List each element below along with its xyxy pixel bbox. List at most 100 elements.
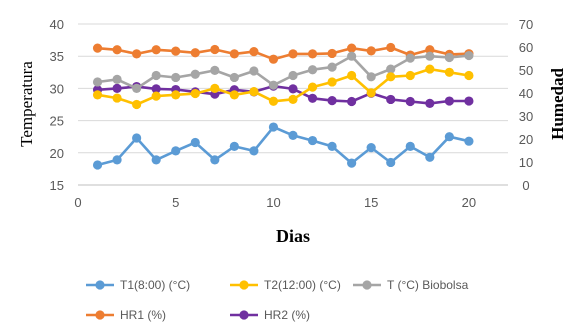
legend-swatch-marker xyxy=(239,310,249,320)
data-point xyxy=(464,50,474,61)
data-point xyxy=(405,141,415,151)
data-point xyxy=(386,64,396,74)
y-right-tick-label: 40 xyxy=(519,86,533,101)
data-point xyxy=(210,83,220,93)
data-point xyxy=(444,67,454,77)
data-point xyxy=(405,70,415,81)
data-point xyxy=(307,49,318,59)
data-point xyxy=(425,51,435,61)
data-point xyxy=(347,43,357,53)
data-point xyxy=(229,72,239,83)
data-point xyxy=(190,88,200,99)
data-point xyxy=(151,45,161,55)
data-point xyxy=(190,137,200,148)
data-point xyxy=(464,70,474,81)
data-point xyxy=(366,88,376,98)
data-point xyxy=(210,155,220,165)
data-point xyxy=(112,74,122,84)
x-tick-label: 10 xyxy=(266,195,280,210)
data-point xyxy=(347,158,357,168)
data-point xyxy=(151,155,161,165)
y-right-tick-label: 30 xyxy=(519,109,533,124)
legend-swatch-marker xyxy=(95,310,105,320)
y-right-tick-label: 50 xyxy=(519,63,533,78)
data-point xyxy=(307,135,318,146)
x-tick-label: 5 xyxy=(172,195,179,210)
data-point xyxy=(405,96,415,107)
data-point xyxy=(444,132,454,142)
y-right-tick-label: 70 xyxy=(519,17,533,32)
data-point xyxy=(151,91,161,101)
data-point xyxy=(386,94,396,105)
data-point xyxy=(347,51,357,61)
data-point xyxy=(327,48,337,59)
data-point xyxy=(92,77,103,87)
data-point xyxy=(347,96,357,107)
tick-labels: 15 20 25 30 35 40 0 10 20 30 40 50 60 70 0 5 10 15 20 xyxy=(50,17,534,210)
y-left-tick-label: 15 xyxy=(50,178,64,193)
data-point xyxy=(288,84,298,94)
x-axis-title: Dias xyxy=(276,226,310,246)
data-point xyxy=(464,136,474,146)
data-point xyxy=(132,49,142,59)
legend: T1(8:00) (°C) T2(12:00) (°C) T (°C) Biobol… xyxy=(86,278,469,322)
data-point xyxy=(425,64,435,74)
data-point xyxy=(151,84,161,94)
data-point xyxy=(366,72,376,82)
y-left-tick-label: 40 xyxy=(50,17,64,32)
data-point xyxy=(288,94,298,104)
data-point xyxy=(268,96,279,106)
legend-swatch-marker xyxy=(95,280,105,290)
data-point xyxy=(171,46,181,56)
data-point xyxy=(425,152,435,162)
data-point xyxy=(386,42,396,53)
legend-swatch-marker xyxy=(362,280,372,290)
data-point xyxy=(132,133,142,143)
data-point xyxy=(425,98,435,108)
y-left-tick-label: 20 xyxy=(50,146,64,161)
legend-label: T (°C) Biobolsa xyxy=(387,278,469,292)
data-point xyxy=(92,43,103,53)
data-point xyxy=(210,44,220,55)
data-point xyxy=(171,90,181,100)
data-point xyxy=(307,65,318,75)
data-point xyxy=(92,90,103,100)
data-point xyxy=(249,47,259,57)
data-point xyxy=(327,77,337,87)
data-point xyxy=(444,96,454,106)
data-point xyxy=(92,160,103,170)
data-point xyxy=(405,53,415,63)
legend-label: HR2 (%) xyxy=(264,308,310,322)
series xyxy=(92,42,474,170)
y-axis-left-title: Temperatura xyxy=(17,61,36,147)
data-point xyxy=(249,87,259,97)
data-point xyxy=(366,46,376,56)
data-point xyxy=(249,66,259,76)
data-point xyxy=(268,54,279,64)
data-point xyxy=(425,45,435,55)
data-point xyxy=(171,72,181,83)
data-point xyxy=(327,141,337,151)
data-point xyxy=(444,52,454,63)
data-point xyxy=(307,82,318,92)
data-point xyxy=(288,49,298,59)
data-point xyxy=(112,45,122,55)
data-point xyxy=(366,143,376,153)
data-point xyxy=(268,80,279,90)
y-right-tick-label: 10 xyxy=(519,155,533,170)
data-point xyxy=(132,83,142,93)
legend-label: T2(12:00) (°C) xyxy=(264,278,341,292)
data-point xyxy=(210,65,220,75)
x-tick-label: 0 xyxy=(74,195,81,210)
data-point xyxy=(268,122,279,132)
legend-label: HR1 (%) xyxy=(120,308,166,322)
data-point xyxy=(249,146,259,156)
data-point xyxy=(307,93,318,103)
data-point xyxy=(288,70,298,81)
legend-label: T1(8:00) (°C) xyxy=(120,278,190,292)
data-point xyxy=(112,83,122,93)
data-point xyxy=(132,99,142,110)
data-point xyxy=(327,62,337,72)
